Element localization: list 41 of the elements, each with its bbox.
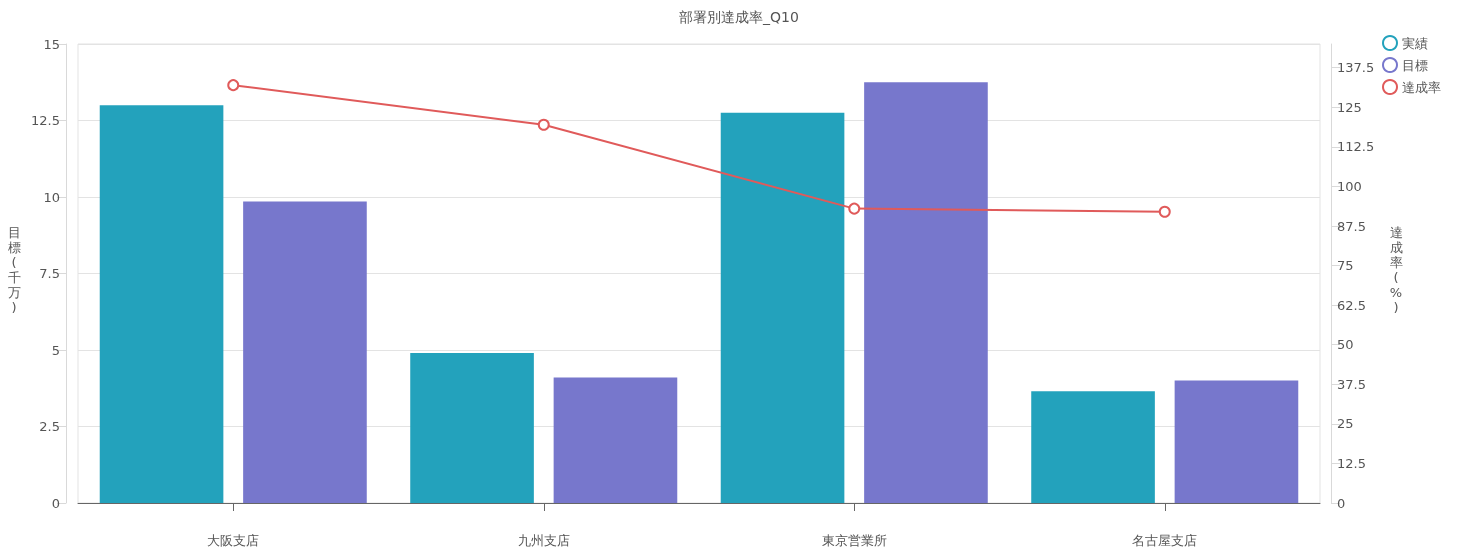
x-tick-label: 九州支店 <box>517 533 570 548</box>
y2-tick-label: 25 <box>1337 416 1354 432</box>
y-tick-label: 2.5 <box>39 419 60 434</box>
y-tick-label: 12.5 <box>31 113 60 128</box>
x-tick-label: 東京営業所 <box>821 533 887 548</box>
y2-tick-label: 37.5 <box>1337 376 1366 392</box>
y2-tick-label: 62.5 <box>1337 297 1366 313</box>
bar <box>720 112 845 503</box>
y2-axis-title: 達成率(%) <box>1388 225 1404 315</box>
y-tick-label: 15 <box>43 36 60 52</box>
bar <box>99 105 224 503</box>
legend-label: 目標 <box>1402 57 1428 73</box>
bar <box>864 82 988 503</box>
legend-label: 達成率 <box>1402 79 1441 95</box>
bar <box>410 353 534 503</box>
y2-tick-label: 112.5 <box>1337 139 1375 155</box>
y-tick-label: 0 <box>51 495 60 511</box>
y2-tick-label: 125 <box>1337 99 1362 115</box>
y2-tick-label: 50 <box>1337 337 1354 353</box>
y-axis-title: 目標(千万) <box>6 225 22 315</box>
point <box>227 79 240 92</box>
x-tick-label: 名古屋支店 <box>1132 533 1198 548</box>
y-tick-label: 10 <box>43 189 60 205</box>
point <box>848 202 861 215</box>
y2-tick-label: 87.5 <box>1337 218 1366 234</box>
legend-label: 実績 <box>1402 35 1428 51</box>
point <box>537 118 550 131</box>
bar <box>243 201 367 503</box>
chart-title: 部署別達成率_Q10 <box>679 9 799 25</box>
y2-tick-label: 0 <box>1337 495 1346 511</box>
bar <box>553 377 678 503</box>
y-tick-label: 5 <box>51 342 60 358</box>
point <box>1158 205 1171 218</box>
x-tick-label: 大阪支店 <box>207 533 260 548</box>
y2-tick-label: 12.5 <box>1337 455 1366 471</box>
y2-tick-label: 75 <box>1337 258 1354 274</box>
bar <box>1031 391 1155 503</box>
y-tick-label: 7.5 <box>39 266 60 281</box>
y2-tick-label: 100 <box>1337 178 1362 194</box>
bar <box>1174 380 1299 503</box>
y2-tick-label: 137.5 <box>1337 60 1375 76</box>
